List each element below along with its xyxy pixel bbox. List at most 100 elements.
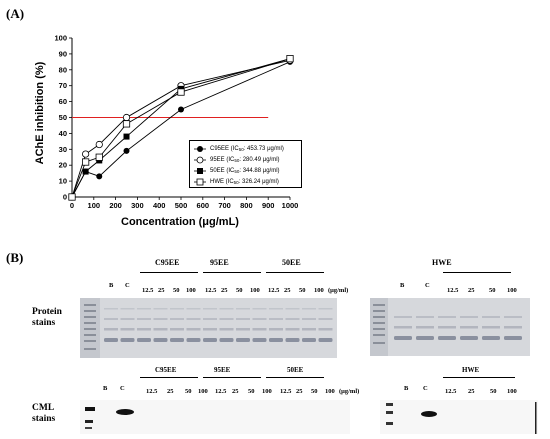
lane-label: 50: [248, 388, 255, 395]
point-c95ee: [123, 147, 130, 154]
lane-label: 12.5: [447, 287, 459, 294]
protein-band-faint: [438, 316, 456, 318]
protein-band-faint: [394, 316, 412, 318]
protein-band-faint: [302, 308, 316, 310]
protein-band-faint: [170, 318, 184, 320]
point-c95ee: [96, 173, 103, 180]
chart-legend: C95EE (IC 50: 453.73 μg/ml) 95EE (IC 50: 2…: [189, 140, 302, 188]
protein-band: [186, 338, 201, 342]
lane-label: B: [109, 282, 114, 289]
protein-band-faint: [460, 316, 478, 318]
protein-band-faint: [460, 326, 478, 329]
protein-band: [302, 338, 316, 342]
lane-label: B: [404, 385, 409, 392]
x-tick-label: 700: [218, 201, 231, 210]
protein-band-faint: [120, 328, 135, 331]
lane-label: C: [125, 282, 130, 289]
group-underline: [443, 377, 515, 378]
protein-band-faint: [153, 328, 168, 331]
protein-band-faint: [482, 316, 500, 318]
protein-band: [394, 336, 412, 340]
legend-ic50: 453.73: [247, 146, 266, 152]
point-50ee: [123, 133, 130, 140]
lane-label: 100: [262, 388, 272, 395]
point-hwe: [177, 88, 185, 96]
x-tick-label: 600: [197, 201, 210, 210]
marker-band: [84, 304, 96, 306]
protein-band: [285, 338, 300, 342]
lane-label: 12.5: [142, 287, 154, 294]
protein-band-faint: [269, 318, 283, 320]
marker-band: [84, 328, 96, 330]
filled-square-marker-icon: [194, 168, 206, 174]
lane-label: 25: [468, 287, 475, 294]
marker-band: [373, 342, 385, 344]
marker-band: [84, 348, 96, 350]
filled-circle-marker-icon: [194, 146, 206, 152]
legend-entry-hwe: HWE (IC 50: 326.24 μg/ml): [194, 177, 279, 187]
protein-band-faint: [285, 318, 300, 320]
y-tick-label: 30: [59, 145, 67, 154]
x-axis-label: Concentration (μg/mL): [121, 216, 239, 228]
protein-band-faint: [137, 318, 151, 320]
protein-band: [416, 336, 434, 340]
x-tick-label: 0: [70, 201, 74, 210]
protein-band-faint: [120, 318, 135, 320]
protein-band: [137, 338, 151, 342]
protein-gel-bands-right: [370, 298, 522, 356]
protein-band-faint: [504, 326, 522, 329]
lane-label: 100: [250, 287, 260, 294]
lane-label: C: [423, 385, 428, 392]
unit-label: (μg/ml): [339, 388, 360, 395]
lane-label: 100: [314, 287, 324, 294]
protein-band-faint: [104, 328, 118, 331]
lane-label: 50: [236, 287, 243, 294]
protein-band-faint: [252, 328, 267, 331]
series-label-50ee-2: 50EE: [287, 366, 304, 374]
protein-band-faint: [137, 308, 151, 310]
protein-band-faint: [318, 308, 333, 310]
protein-band-faint: [504, 316, 522, 318]
series-line-hwe: [71, 58, 291, 198]
marker-band: [373, 328, 385, 330]
row-label-protein: Protein stains: [32, 307, 62, 328]
marker-band: [373, 322, 385, 324]
protein-band: [104, 338, 118, 342]
group-underline: [443, 272, 511, 273]
protein-band-faint: [104, 318, 118, 320]
protein-band: [318, 338, 333, 342]
lane-label: 12.5: [215, 388, 227, 395]
x-tick-label: 800: [240, 201, 253, 210]
x-tick-label: 100: [88, 201, 101, 210]
point-c95ee: [178, 106, 184, 113]
protein-band-faint: [236, 328, 250, 331]
lane-label: 50: [173, 287, 180, 294]
series-line-50ee: [71, 58, 291, 198]
lane-label: C: [120, 385, 125, 392]
legend-series-name: C95EE: [210, 146, 230, 152]
protein-band-faint: [252, 318, 267, 320]
point-hwe: [68, 193, 76, 201]
protein-band-faint: [236, 318, 250, 320]
protein-band: [219, 338, 234, 342]
protein-band-faint: [252, 308, 267, 310]
panel-a-label: (A): [6, 6, 25, 21]
cml-bands-right: [386, 402, 537, 434]
marker-band: [373, 310, 385, 312]
point-hwe: [286, 55, 294, 63]
protein-band-faint: [318, 328, 333, 331]
cml-bands-left: [85, 407, 134, 429]
protein-band-faint: [285, 328, 300, 331]
protein-band-faint: [186, 328, 201, 331]
point-hwe: [122, 120, 131, 128]
y-tick-label: 20: [59, 161, 67, 170]
lane-label: 12.5: [146, 388, 158, 395]
point-hwe: [95, 153, 103, 161]
lane-label: 25: [296, 388, 303, 395]
protein-band: [460, 336, 478, 340]
marker-band: [84, 334, 96, 336]
y-tick-label: 70: [59, 81, 67, 90]
protein-band: [482, 336, 500, 340]
protein-band-faint: [219, 308, 234, 310]
